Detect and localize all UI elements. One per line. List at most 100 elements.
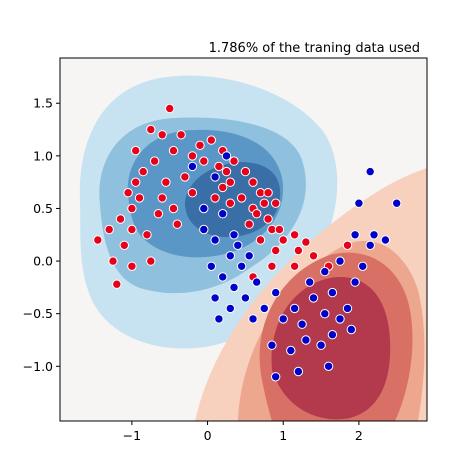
blue-point bbox=[293, 366, 304, 377]
red-point bbox=[259, 198, 269, 208]
red-point bbox=[172, 219, 183, 229]
red-point bbox=[180, 172, 190, 182]
red-point bbox=[289, 261, 300, 271]
red-point bbox=[146, 124, 156, 135]
blue-point bbox=[271, 372, 281, 382]
plot-frame bbox=[59, 57, 428, 422]
y-tick-label: 0.0 bbox=[33, 254, 53, 269]
y-tick-label: −0.5 bbox=[23, 306, 53, 321]
blue-point bbox=[335, 256, 345, 266]
blue-point bbox=[252, 277, 262, 287]
blue-point bbox=[248, 314, 258, 324]
blue-point bbox=[206, 261, 217, 271]
red-point bbox=[157, 193, 167, 203]
blue-point bbox=[240, 293, 251, 303]
blue-point bbox=[244, 251, 254, 261]
blue-point bbox=[218, 209, 228, 219]
red-point bbox=[127, 203, 137, 214]
blue-point bbox=[225, 251, 236, 261]
red-point bbox=[134, 193, 145, 203]
blue-point bbox=[225, 303, 236, 314]
blue-point bbox=[350, 277, 360, 287]
red-point bbox=[236, 193, 247, 203]
red-point bbox=[123, 188, 133, 198]
red-point bbox=[115, 214, 126, 224]
red-point bbox=[289, 230, 300, 240]
blue-point bbox=[210, 172, 220, 182]
red-point bbox=[127, 261, 137, 271]
blue-point bbox=[236, 261, 247, 271]
red-point bbox=[119, 240, 130, 251]
blue-point bbox=[354, 198, 364, 208]
red-point bbox=[255, 235, 266, 245]
blue-point bbox=[259, 303, 269, 314]
red-point bbox=[225, 198, 236, 208]
x-tick-label: −1 bbox=[123, 428, 141, 443]
y-tick-label: 1.5 bbox=[33, 96, 53, 111]
blue-point bbox=[308, 293, 319, 303]
red-point bbox=[142, 230, 152, 240]
red-point bbox=[252, 209, 262, 219]
x-tick-label: 1 bbox=[279, 428, 287, 443]
red-point bbox=[187, 188, 198, 198]
blue-point bbox=[342, 303, 353, 314]
blue-point bbox=[210, 235, 220, 245]
red-point bbox=[149, 156, 160, 166]
y-tick-label: 1.0 bbox=[33, 148, 53, 163]
red-point bbox=[240, 166, 251, 177]
red-point bbox=[225, 177, 236, 187]
blue-point bbox=[392, 198, 402, 208]
x-tick-label: 0 bbox=[204, 428, 212, 443]
red-point bbox=[263, 214, 273, 224]
red-point bbox=[187, 151, 198, 161]
blue-point bbox=[221, 151, 232, 161]
blue-point bbox=[327, 330, 338, 340]
x-axis: −1 0 1 2 bbox=[123, 421, 363, 443]
blue-point bbox=[320, 266, 330, 277]
blue-point bbox=[218, 272, 228, 282]
red-point bbox=[104, 224, 114, 235]
red-point bbox=[244, 219, 254, 229]
red-point bbox=[214, 161, 224, 172]
scatter-points bbox=[93, 103, 402, 382]
red-point bbox=[168, 145, 179, 156]
blue-point bbox=[327, 287, 338, 298]
blue-point bbox=[289, 303, 300, 314]
red-point bbox=[131, 177, 141, 187]
blue-point bbox=[350, 230, 360, 240]
red-point bbox=[263, 188, 273, 198]
blue-point bbox=[199, 224, 209, 235]
red-point bbox=[165, 103, 175, 114]
red-point bbox=[199, 156, 209, 166]
blue-point bbox=[199, 203, 209, 214]
red-point bbox=[195, 140, 205, 151]
y-axis: −1.0 −0.5 0.0 0.5 1.0 1.5 bbox=[23, 96, 60, 374]
red-point bbox=[157, 130, 167, 140]
y-tick-label: 0.5 bbox=[33, 201, 53, 216]
blue-point bbox=[305, 277, 315, 287]
blue-point bbox=[233, 240, 243, 251]
red-point bbox=[168, 203, 179, 214]
red-point bbox=[271, 198, 281, 208]
red-point bbox=[206, 135, 217, 145]
red-point bbox=[108, 256, 118, 266]
red-point bbox=[218, 182, 228, 193]
blue-point bbox=[358, 261, 368, 271]
blue-point bbox=[210, 293, 220, 303]
blue-point bbox=[267, 340, 277, 350]
blue-point bbox=[316, 340, 326, 350]
red-point bbox=[93, 235, 103, 245]
blue-point bbox=[297, 319, 307, 329]
blue-point bbox=[369, 230, 379, 240]
red-point bbox=[271, 245, 281, 256]
blue-point bbox=[301, 335, 311, 345]
blue-point bbox=[229, 230, 239, 240]
red-point bbox=[274, 224, 285, 235]
blue-point bbox=[320, 309, 330, 319]
red-point bbox=[248, 177, 258, 187]
red-point bbox=[342, 240, 353, 251]
red-point bbox=[267, 261, 277, 271]
blue-point bbox=[271, 287, 281, 298]
blue-point bbox=[229, 282, 239, 293]
